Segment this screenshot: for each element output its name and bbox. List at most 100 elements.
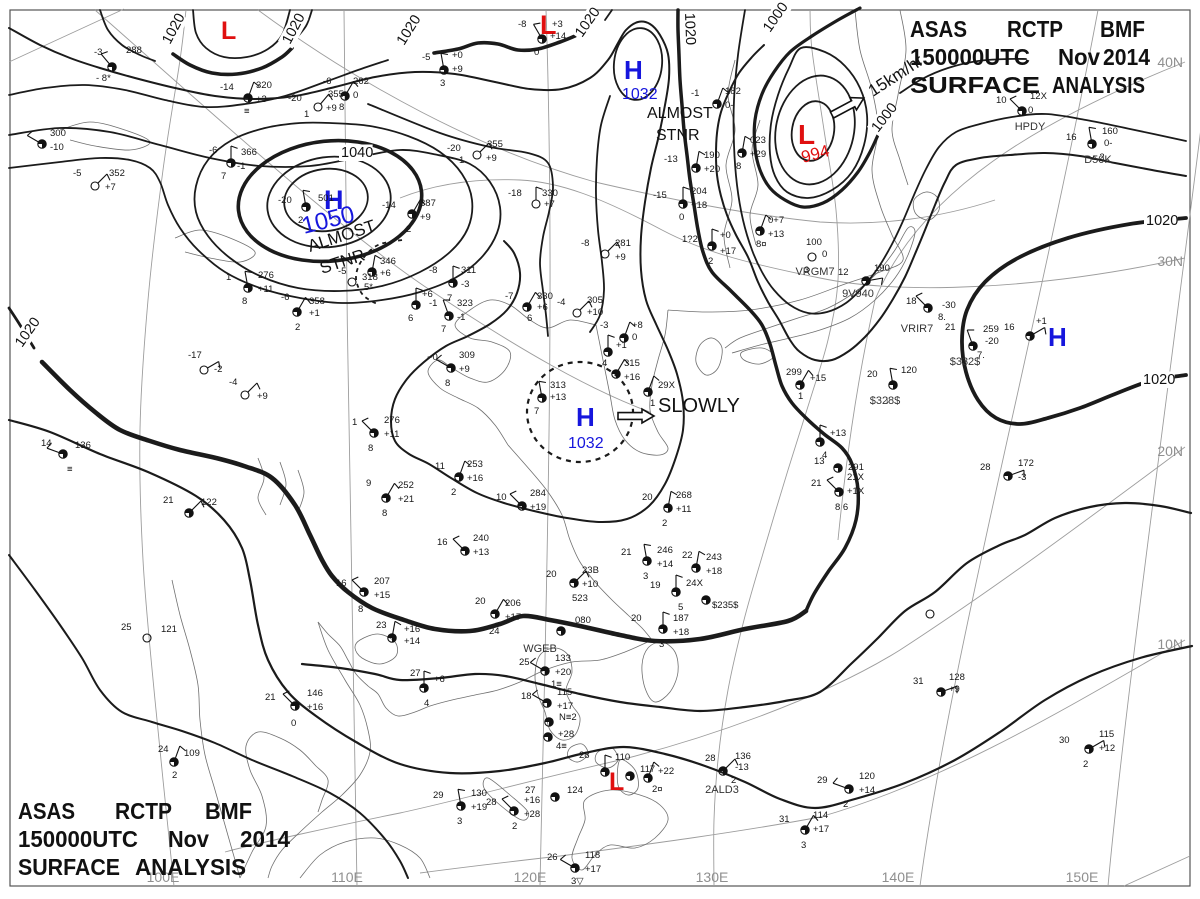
svg-text:-20: -20 [288,93,302,104]
svg-text:+11: +11 [384,429,399,440]
svg-text:31: 31 [913,676,924,687]
svg-text:+9: +9 [486,153,497,164]
svg-text:+14: +14 [550,31,566,42]
svg-text:24X: 24X [686,578,704,589]
svg-text:+7: +7 [105,182,116,193]
svg-text:-1: -1 [429,298,437,309]
svg-text:+17: +17 [813,824,829,835]
svg-text:+17: +17 [505,612,521,623]
svg-text:+28: +28 [558,729,574,740]
svg-text:1?2: 1?2 [682,234,698,245]
svg-text:4≡: 4≡ [556,741,567,752]
svg-text:21: 21 [265,692,276,703]
svg-text:2: 2 [1083,759,1088,770]
svg-text:VRGM7: VRGM7 [795,266,834,278]
svg-text:22: 22 [682,550,693,561]
svg-text:+17: +17 [720,246,736,257]
svg-text:12X: 12X [1030,91,1048,102]
svg-text:14: 14 [41,438,52,449]
svg-text:8: 8 [382,508,387,519]
svg-text:355: 355 [487,139,503,150]
svg-text:6: 6 [527,313,532,324]
svg-text:-7: -7 [505,291,513,302]
svg-text:8.: 8. [938,312,946,323]
svg-text:+18: +18 [706,566,722,577]
svg-text:RCTP: RCTP [115,798,172,824]
svg-text:2: 2 [843,799,848,810]
svg-text:+1: +1 [1036,316,1047,327]
svg-text:2: 2 [512,821,517,832]
svg-text:8: 8 [339,102,344,113]
svg-text:- 8*: - 8* [96,73,111,84]
svg-text:+12: +12 [1099,743,1115,754]
svg-text:25: 25 [519,657,530,668]
svg-text:BMF: BMF [205,798,252,824]
svg-text:H: H [624,55,643,85]
svg-text:1032: 1032 [622,86,658,103]
svg-text:122: 122 [201,497,217,508]
svg-text:3: 3 [457,816,462,827]
svg-text:13: 13 [814,456,825,467]
svg-text:+11: +11 [258,284,273,295]
svg-text:284: 284 [530,488,546,499]
svg-text:-6: -6 [323,76,331,87]
svg-text:+19: +19 [530,502,546,513]
svg-text:31: 31 [779,814,790,825]
svg-text:24: 24 [489,626,500,637]
svg-text:-2: -2 [214,364,222,375]
svg-text:207: 207 [374,576,390,587]
svg-text:291: 291 [848,462,864,473]
svg-text:187: 187 [673,613,689,624]
svg-text:-3: -3 [600,320,608,331]
svg-text:H: H [576,402,595,432]
svg-text:8: 8 [736,161,741,172]
svg-text:0: 0 [1028,105,1033,116]
svg-text:150E: 150E [1066,869,1099,885]
svg-text:2: 2 [451,487,456,498]
svg-text:L: L [540,10,557,40]
svg-text:20: 20 [631,613,642,624]
svg-text:318: 318 [362,272,378,283]
svg-text:240: 240 [473,533,489,544]
svg-text:352: 352 [109,168,125,179]
svg-text:0: 0 [632,332,637,343]
svg-text:+1: +1 [616,340,627,351]
svg-text:2: 2 [295,322,300,333]
svg-text:120: 120 [901,365,917,376]
svg-text:6: 6 [408,313,413,324]
svg-text:16: 16 [1066,132,1077,143]
svg-text:-4: -4 [229,377,237,388]
svg-text:~0: ~0 [427,352,438,363]
svg-text:9V940: 9V940 [842,288,874,300]
svg-text:-8: -8 [518,19,526,30]
svg-text:SURFACE: SURFACE [18,854,120,880]
svg-text:D50K: D50K [1084,154,1112,166]
svg-text:Nov: Nov [168,826,209,852]
svg-text:387: 387 [420,198,436,209]
svg-text:252: 252 [398,480,414,491]
svg-text:10: 10 [996,95,1007,106]
svg-text:4: 4 [602,358,607,369]
svg-text:110: 110 [615,752,630,763]
svg-text:≡: ≡ [67,464,73,475]
svg-text:136: 136 [735,751,751,762]
svg-text:190: 190 [874,263,890,274]
svg-text:311: 311 [461,265,476,276]
svg-text:20: 20 [867,369,878,380]
svg-text:-8: -8 [429,265,437,276]
svg-text:355: 355 [328,89,344,100]
svg-text:STNR: STNR [656,127,700,144]
svg-text:8¤: 8¤ [756,239,767,250]
svg-text:4: 4 [424,698,429,709]
svg-text:18: 18 [521,691,532,702]
svg-text:253: 253 [467,459,483,470]
svg-text:16: 16 [437,537,448,548]
svg-text:16: 16 [336,578,347,589]
svg-text:146: 146 [307,688,323,699]
svg-text:+14: +14 [859,785,875,796]
svg-text:+16: +16 [524,795,540,806]
svg-text:+6: +6 [434,674,445,685]
svg-text:100: 100 [806,237,822,248]
svg-text:SURFACE: SURFACE [910,72,1040,98]
svg-text:276: 276 [258,270,274,281]
